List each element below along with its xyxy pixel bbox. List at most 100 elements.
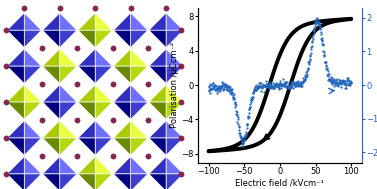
Polygon shape: [166, 156, 183, 174]
Polygon shape: [95, 13, 112, 30]
Polygon shape: [149, 174, 166, 189]
Polygon shape: [24, 138, 41, 155]
Polygon shape: [60, 121, 77, 138]
Polygon shape: [95, 138, 112, 155]
Polygon shape: [24, 66, 41, 84]
Polygon shape: [131, 30, 148, 48]
Polygon shape: [113, 66, 131, 84]
Polygon shape: [166, 66, 183, 84]
Polygon shape: [149, 49, 166, 66]
Polygon shape: [7, 30, 24, 48]
Polygon shape: [166, 102, 183, 119]
Polygon shape: [113, 30, 131, 48]
Y-axis label: Polarisation /μCcm⁻²: Polarisation /μCcm⁻²: [170, 42, 179, 128]
Polygon shape: [60, 30, 77, 48]
Polygon shape: [7, 66, 24, 84]
Polygon shape: [43, 138, 60, 155]
Polygon shape: [78, 30, 95, 48]
Polygon shape: [113, 138, 131, 155]
Polygon shape: [131, 156, 148, 174]
Polygon shape: [60, 13, 77, 30]
Polygon shape: [60, 49, 77, 66]
Polygon shape: [43, 174, 60, 189]
Polygon shape: [95, 49, 112, 66]
Polygon shape: [113, 102, 131, 119]
Polygon shape: [131, 13, 148, 30]
Polygon shape: [60, 174, 77, 189]
Polygon shape: [78, 174, 95, 189]
Polygon shape: [166, 85, 183, 102]
Polygon shape: [149, 30, 166, 48]
Polygon shape: [24, 85, 41, 102]
Polygon shape: [78, 121, 95, 138]
Polygon shape: [113, 121, 131, 138]
Polygon shape: [149, 13, 166, 30]
Polygon shape: [113, 85, 131, 102]
Polygon shape: [113, 49, 131, 66]
Polygon shape: [7, 13, 24, 30]
Polygon shape: [113, 156, 131, 174]
Polygon shape: [60, 138, 77, 155]
Polygon shape: [78, 66, 95, 84]
Polygon shape: [95, 30, 112, 48]
Polygon shape: [78, 156, 95, 174]
Polygon shape: [166, 138, 183, 155]
Polygon shape: [24, 30, 41, 48]
Polygon shape: [7, 174, 24, 189]
Polygon shape: [149, 66, 166, 84]
Polygon shape: [7, 138, 24, 155]
Polygon shape: [166, 121, 183, 138]
Polygon shape: [95, 85, 112, 102]
Polygon shape: [43, 13, 60, 30]
Polygon shape: [7, 49, 24, 66]
Polygon shape: [131, 102, 148, 119]
Polygon shape: [7, 102, 24, 119]
Polygon shape: [78, 85, 95, 102]
Polygon shape: [24, 174, 41, 189]
Polygon shape: [78, 138, 95, 155]
Polygon shape: [60, 102, 77, 119]
X-axis label: Electric field /kVcm⁻¹: Electric field /kVcm⁻¹: [236, 178, 324, 187]
Polygon shape: [149, 121, 166, 138]
Polygon shape: [43, 30, 60, 48]
Polygon shape: [131, 121, 148, 138]
Polygon shape: [43, 156, 60, 174]
Polygon shape: [131, 49, 148, 66]
Polygon shape: [60, 85, 77, 102]
Polygon shape: [131, 138, 148, 155]
Polygon shape: [43, 66, 60, 84]
Polygon shape: [43, 49, 60, 66]
Polygon shape: [24, 102, 41, 119]
Polygon shape: [43, 121, 60, 138]
Polygon shape: [60, 156, 77, 174]
Polygon shape: [131, 85, 148, 102]
Polygon shape: [95, 156, 112, 174]
Polygon shape: [60, 66, 77, 84]
Polygon shape: [78, 49, 95, 66]
Polygon shape: [149, 102, 166, 119]
Polygon shape: [95, 102, 112, 119]
Polygon shape: [95, 121, 112, 138]
Polygon shape: [78, 102, 95, 119]
Polygon shape: [24, 49, 41, 66]
Polygon shape: [113, 13, 131, 30]
Polygon shape: [7, 156, 24, 174]
Polygon shape: [131, 66, 148, 84]
Polygon shape: [131, 174, 148, 189]
Polygon shape: [166, 174, 183, 189]
Polygon shape: [24, 156, 41, 174]
Polygon shape: [166, 30, 183, 48]
Polygon shape: [166, 49, 183, 66]
Polygon shape: [95, 174, 112, 189]
Polygon shape: [7, 121, 24, 138]
Polygon shape: [166, 13, 183, 30]
Polygon shape: [149, 138, 166, 155]
Polygon shape: [78, 13, 95, 30]
Polygon shape: [24, 121, 41, 138]
Polygon shape: [43, 85, 60, 102]
Polygon shape: [113, 174, 131, 189]
Polygon shape: [95, 66, 112, 84]
Polygon shape: [149, 156, 166, 174]
Polygon shape: [7, 85, 24, 102]
Polygon shape: [24, 13, 41, 30]
